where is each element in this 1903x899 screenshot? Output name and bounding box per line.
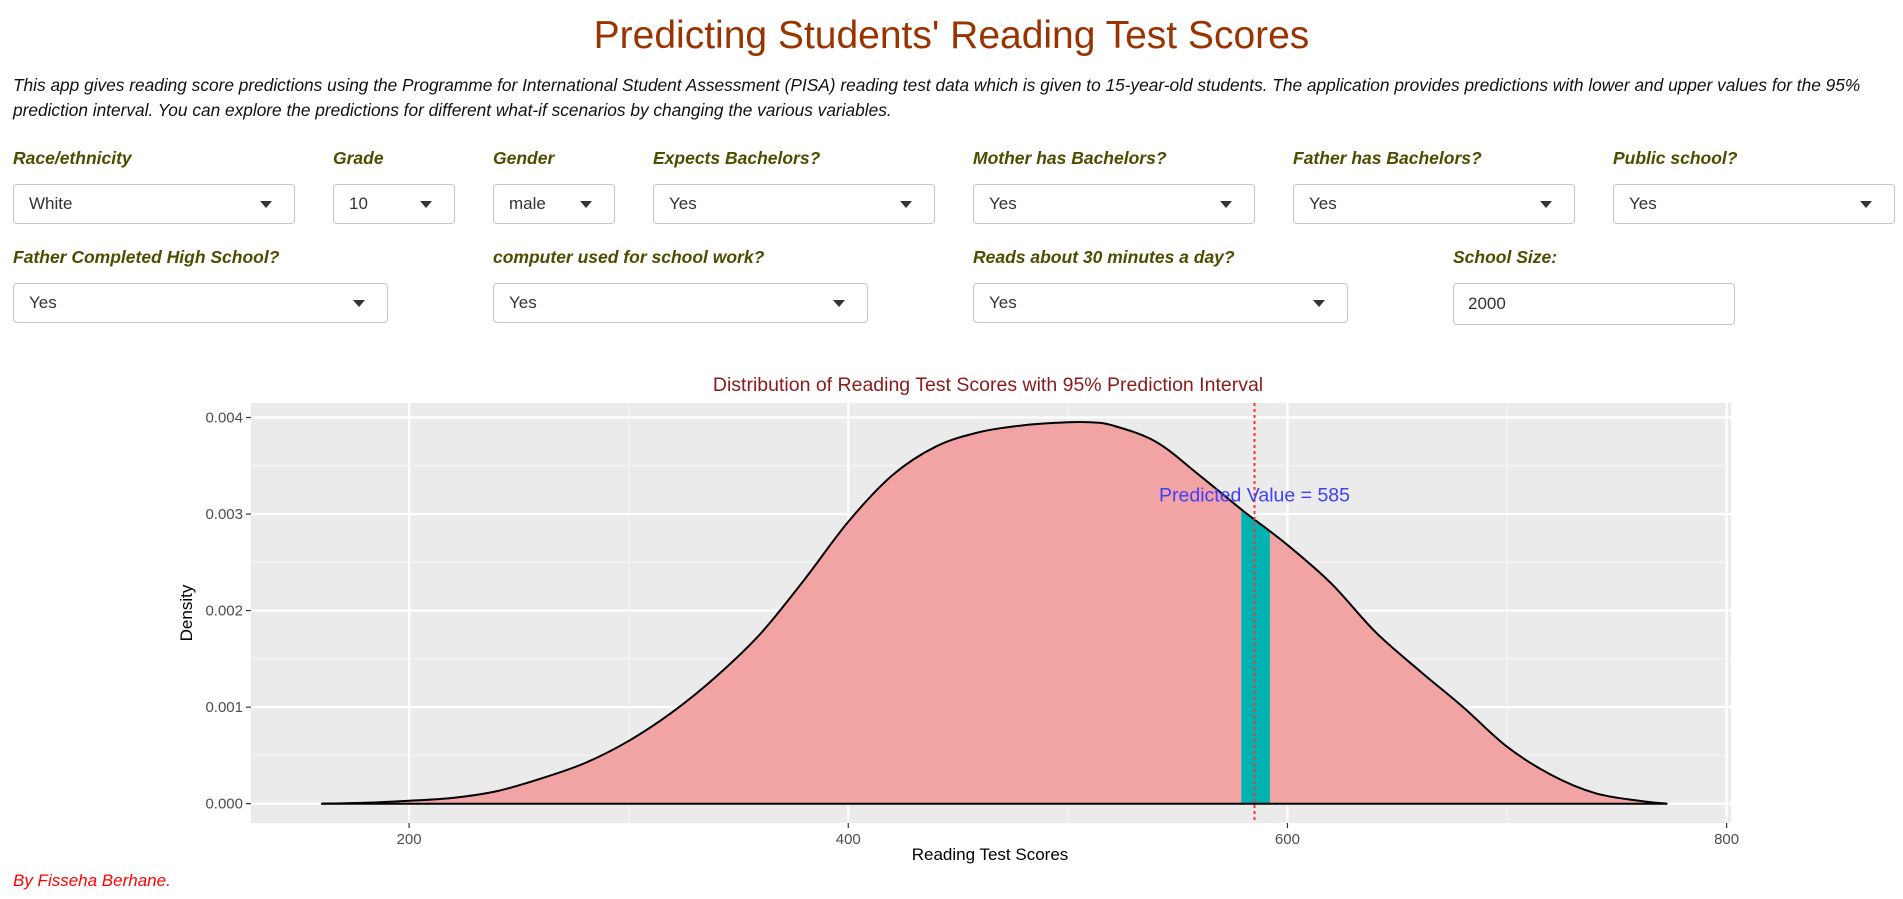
public-school-select[interactable]: Yes [1613,184,1895,224]
density-layer: Predicted Value = 585 [321,403,1668,823]
public-school-field: Public school? Yes [1613,148,1895,224]
y-axis-tick-label: 0.003 [205,506,243,523]
father-bachelors-select[interactable]: Yes [1293,184,1575,224]
father-bachelors-selected-value: Yes [1309,194,1337,213]
mother-bachelors-label: Mother has Bachelors? [973,148,1167,168]
chart-title: Distribution of Reading Test Scores with… [713,374,1263,396]
x-axis-tick-label: 600 [1275,831,1300,848]
chevron-down-icon [1220,201,1232,208]
chevron-down-icon [833,300,845,307]
public-school-selected-value: Yes [1629,194,1657,213]
race-select[interactable]: White [13,184,295,224]
chevron-down-icon [420,201,432,208]
x-axis-tick-label: 800 [1714,831,1739,848]
grade-label: Grade [333,148,384,168]
y-axis-title: Density [177,584,196,641]
father-bachelors-field: Father has Bachelors? Yes [1293,148,1575,224]
axes: 200 400 600 800 0.000 0.001 0.002 0.003 0.004 [205,409,1739,848]
grade-field: Grade 10 [333,148,455,224]
x-axis-title: Reading Test Scores [912,845,1069,864]
reads-30-select[interactable]: Yes [973,283,1348,323]
x-axis-tick-label: 200 [397,831,422,848]
y-axis-tick-label: 0.000 [205,796,243,813]
mother-bachelors-field: Mother has Bachelors? Yes [973,148,1255,224]
gender-label: Gender [493,148,555,168]
expects-bachelors-field: Expects Bachelors? Yes [653,148,935,224]
author-credit: By Fisseha Berhane. [13,871,171,890]
chevron-down-icon [1860,201,1872,208]
density-chart: Distribution of Reading Test Scores with… [0,362,1903,872]
density-area [321,421,1668,804]
gender-selected-value: male [509,194,546,213]
father-hs-select[interactable]: Yes [13,283,388,323]
chevron-down-icon [1540,201,1552,208]
expects-bachelors-select[interactable]: Yes [653,184,935,224]
school-size-label: School Size: [1453,247,1558,267]
predicted-value-label: Predicted Value = 585 [1159,485,1350,507]
chevron-down-icon [1313,300,1325,307]
chevron-down-icon [900,201,912,208]
computer-school-select[interactable]: Yes [493,283,868,323]
father-hs-selected-value: Yes [29,293,57,312]
chevron-down-icon [580,201,592,208]
page-title: Predicting Students' Reading Test Scores [593,14,1310,57]
father-bachelors-label: Father has Bachelors? [1293,148,1482,168]
race-selected-value: White [29,194,73,213]
expects-bachelors-label: Expects Bachelors? [653,148,821,168]
chevron-down-icon [353,300,365,307]
gender-select[interactable]: male [493,184,615,224]
app-description: This app gives reading score predictions… [13,75,1861,120]
race-label: Race/ethnicity [13,148,132,168]
race-field: Race/ethnicity White [13,148,295,224]
mother-bachelors-select[interactable]: Yes [973,184,1255,224]
computer-school-label: computer used for school work? [493,247,765,267]
density-line [321,420,1668,805]
reads-30-label: Reads about 30 minutes a day? [973,247,1235,267]
reads-30-field: Reads about 30 minutes a day? Yes [973,247,1348,323]
chevron-down-icon [260,201,272,208]
computer-school-selected-value: Yes [509,293,537,312]
father-hs-label: Father Completed High School? [13,247,280,267]
computer-school-field: computer used for school work? Yes [493,247,868,323]
grade-selected-value: 10 [349,194,368,213]
gender-field: Gender male [493,148,615,224]
density-chart-svg: Distribution of Reading Test Scores with… [177,374,1739,864]
x-axis-tick-label: 400 [836,831,861,848]
y-axis-tick-label: 0.004 [205,409,243,426]
public-school-label: Public school? [1613,148,1738,168]
school-size-input[interactable] [1453,283,1735,325]
mother-bachelors-selected-value: Yes [989,194,1017,213]
reads-30-selected-value: Yes [989,293,1017,312]
father-hs-field: Father Completed High School? Yes [13,247,388,323]
grade-select[interactable]: 10 [333,184,455,224]
y-axis-tick-label: 0.002 [205,603,243,620]
expects-bachelors-selected-value: Yes [669,194,697,213]
school-size-field: School Size: [1453,247,1735,325]
y-axis-tick-label: 0.001 [205,699,243,716]
